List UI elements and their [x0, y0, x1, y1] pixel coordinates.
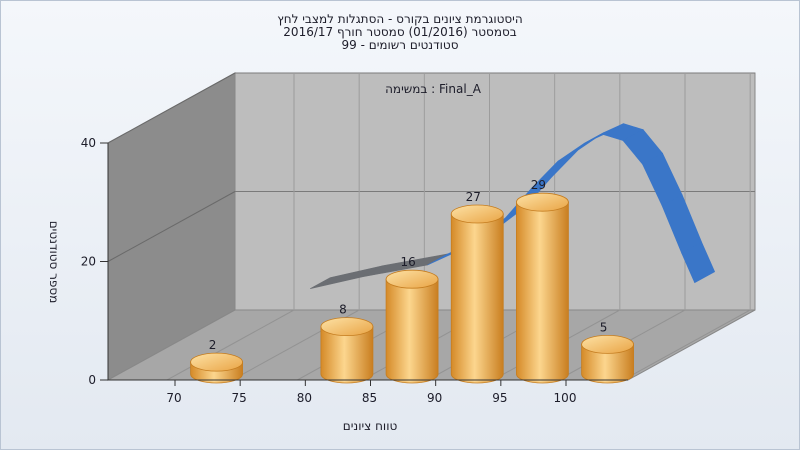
- x-axis-title: טווח ציונים: [343, 419, 398, 433]
- bar-body: [581, 343, 634, 384]
- floor-gridline: [622, 309, 751, 381]
- bar-value-label: 2: [209, 338, 217, 352]
- side-gridline: [107, 191, 236, 262]
- bar-value-label: 29: [531, 178, 546, 192]
- bar-value-label: 27: [466, 190, 481, 204]
- histogram-bar: 2: [190, 338, 243, 384]
- y-tick-label: 0: [88, 373, 96, 387]
- side-gridline: [107, 72, 236, 144]
- histogram-bar: 29: [516, 178, 569, 384]
- chart-title-line-3: סטודנטים רשומים - 99: [341, 38, 459, 52]
- histogram-bar: 16: [385, 255, 439, 384]
- histogram-bars: 2 8 16 27 29 5: [190, 178, 634, 384]
- bar-cap: [320, 317, 374, 337]
- chart-title-line-1: היסטוגרמת ציונים בקורס - הסתגלות למצבי ל…: [277, 12, 523, 26]
- bar-cap: [516, 192, 569, 212]
- chart-title-line-2: בסמסטר (01/2016) סמסטר חורף 2016/17: [283, 25, 517, 39]
- x-tick-label: 100: [554, 391, 577, 405]
- histogram-bar: 27: [450, 190, 504, 384]
- bar-body: [516, 201, 569, 384]
- x-tick-label: 95: [492, 391, 507, 405]
- x-tick-label: 70: [166, 391, 181, 405]
- y-tick-labels: 0 20 40: [81, 136, 108, 387]
- x-tick-label: 90: [427, 391, 442, 405]
- bar-value-label: 8: [339, 303, 347, 317]
- bar-cap: [450, 204, 504, 224]
- bar-body: [450, 213, 504, 384]
- bar-value-label: 16: [400, 255, 415, 269]
- trend-curve-segment: [681, 241, 716, 284]
- x-tick-label: 75: [232, 391, 247, 405]
- bar-body: [385, 278, 439, 384]
- x-tick-labels: 70 75 80 85 90 95 100: [108, 379, 628, 405]
- bar-value-label: 5: [600, 320, 608, 334]
- side-wall-gridlines: [107, 72, 236, 262]
- floor-gridline: [166, 309, 295, 381]
- x-tick-label: 85: [362, 391, 377, 405]
- y-tick-label: 20: [81, 255, 96, 269]
- histogram-bar: 5: [581, 320, 634, 384]
- bar-body: [320, 326, 374, 384]
- bar-cap: [581, 334, 634, 354]
- y-axis-title: מספר סטודנטים: [47, 221, 61, 304]
- inner-task-label: במשימה : Final_A: [385, 82, 482, 96]
- histogram-bar: 8: [320, 303, 374, 384]
- bar-cap: [385, 269, 439, 289]
- bar-cap: [190, 352, 243, 372]
- y-tick-label: 40: [81, 136, 96, 150]
- x-tick-label: 80: [297, 391, 312, 405]
